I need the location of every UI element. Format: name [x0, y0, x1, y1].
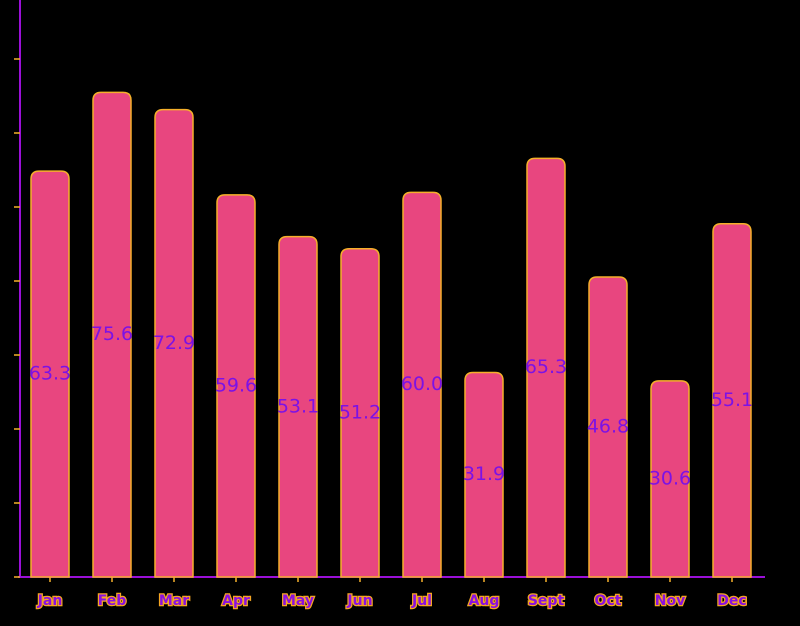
x-tick-label: May	[282, 593, 314, 609]
bar	[278, 235, 318, 578]
bar	[588, 276, 628, 578]
bar	[340, 248, 380, 578]
data-label: 31.9	[463, 463, 505, 485]
data-label: 59.6	[215, 374, 257, 396]
data-label: 72.9	[153, 332, 195, 354]
data-label: 53.1	[277, 395, 319, 417]
data-label: 55.1	[711, 389, 753, 411]
data-label: 63.3	[29, 363, 71, 385]
data-label: 65.3	[525, 356, 567, 378]
bar	[30, 170, 70, 578]
data-label: 60.0	[401, 373, 443, 395]
x-tick-label: Oct	[595, 593, 622, 609]
x-tick-label: Jul	[411, 593, 432, 609]
bar	[526, 157, 566, 578]
x-tick-label: Mar	[159, 593, 189, 609]
data-label: 51.2	[339, 401, 381, 423]
bar	[464, 371, 504, 578]
bar	[92, 91, 132, 578]
data-label: 46.8	[587, 415, 629, 437]
bar	[154, 108, 194, 578]
bar	[712, 222, 752, 578]
x-tick-label: Aug	[469, 593, 500, 609]
x-tick-label: Nov	[655, 593, 685, 609]
bar	[650, 380, 690, 578]
x-tick-label: Feb	[98, 593, 127, 609]
x-tick-label: Dec	[717, 593, 746, 609]
bar	[402, 191, 442, 578]
data-label: 30.6	[649, 467, 691, 489]
x-tick-label: Apr	[222, 593, 250, 609]
x-tick-label: Sept	[528, 593, 565, 609]
data-label: 75.6	[91, 323, 133, 345]
x-tick-label: Jun	[346, 593, 372, 609]
x-tick-label: Jan	[37, 593, 63, 609]
bar	[216, 194, 256, 578]
